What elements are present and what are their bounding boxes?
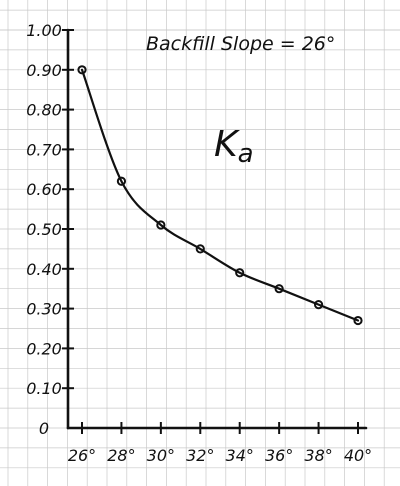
data-point xyxy=(116,176,127,186)
x-tick-label: 32° xyxy=(186,446,214,465)
y-tick-label: 0.20 xyxy=(26,339,62,358)
data-point-value: 0.62 xyxy=(121,180,123,182)
annotation-backfill-slope: Backfill Slope = 26° xyxy=(146,33,335,55)
data-point xyxy=(274,284,284,294)
data-point xyxy=(235,268,245,278)
y-tick-label: 1.00 xyxy=(26,21,62,40)
data-point xyxy=(77,65,87,75)
x-tick-label: 36° xyxy=(265,446,293,465)
y-tick-label: 0.70 xyxy=(26,140,62,159)
ticks xyxy=(62,29,359,434)
ka-curve xyxy=(80,68,360,322)
x-tick-label: 26° xyxy=(68,446,96,465)
x-tick-label: 38° xyxy=(304,446,332,465)
x-tick-label: 34° xyxy=(226,446,254,465)
x-tick-label: 28° xyxy=(107,446,135,465)
y-tick-label: 0.80 xyxy=(26,101,62,120)
data-point-values: 0.90.620.510.450.390.350.310.27 xyxy=(82,69,360,322)
x-tick-label: 30° xyxy=(147,446,175,465)
data-points xyxy=(77,65,363,326)
x-tick-labels: 26° 28° 30° 32° 34° 36° 38° 40° xyxy=(68,446,372,465)
data-point xyxy=(156,220,166,230)
y-tick-label: 0.60 xyxy=(26,180,62,199)
y-tick-label: 0.40 xyxy=(26,260,62,279)
y-tick-label: 0.30 xyxy=(26,300,62,319)
series-label-ka: Ka xyxy=(214,124,254,169)
y-tick-label: 0 xyxy=(39,419,49,438)
y-tick-labels: 0 0.10 0.20 0.30 0.40 0.50 0.60 0.70 0.80 0.90 1.0… xyxy=(26,21,62,438)
data-point-value: 0.27 xyxy=(358,320,360,322)
y-tick-label: 0.90 xyxy=(26,61,62,80)
data-point xyxy=(353,315,363,326)
y-tick-label: 0.50 xyxy=(26,220,62,239)
data-point xyxy=(313,300,324,310)
series-label-k: K xyxy=(214,124,240,165)
series-label-sub: a xyxy=(238,139,254,169)
x-tick-label: 40° xyxy=(344,446,372,465)
y-tick-label: 0.10 xyxy=(26,379,62,398)
data-point xyxy=(195,244,205,254)
